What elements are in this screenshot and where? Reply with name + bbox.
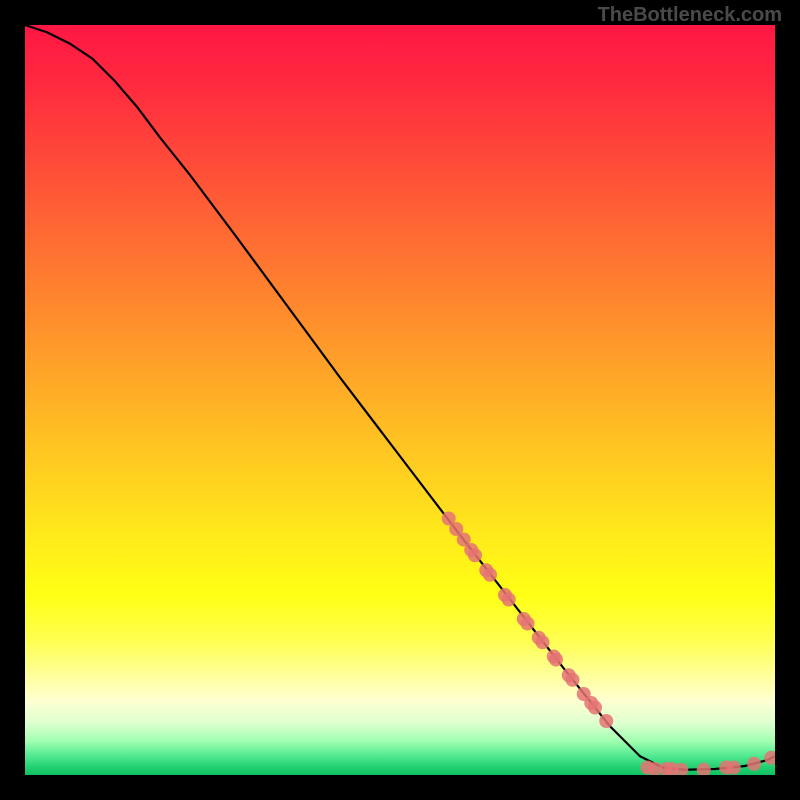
data-marker [521,617,535,631]
data-marker [502,593,516,607]
data-marker [566,673,580,687]
data-marker [599,714,613,728]
plot-svg [25,25,775,775]
data-marker [468,548,482,562]
watermark-text: TheBottleneck.com [598,4,782,27]
chart-container: TheBottleneck.com [0,0,800,800]
data-marker [727,761,741,775]
plot-background [25,25,775,775]
data-marker [536,635,550,649]
data-marker [747,757,761,771]
data-marker [483,568,497,582]
data-marker [588,701,602,715]
data-marker [549,653,563,667]
